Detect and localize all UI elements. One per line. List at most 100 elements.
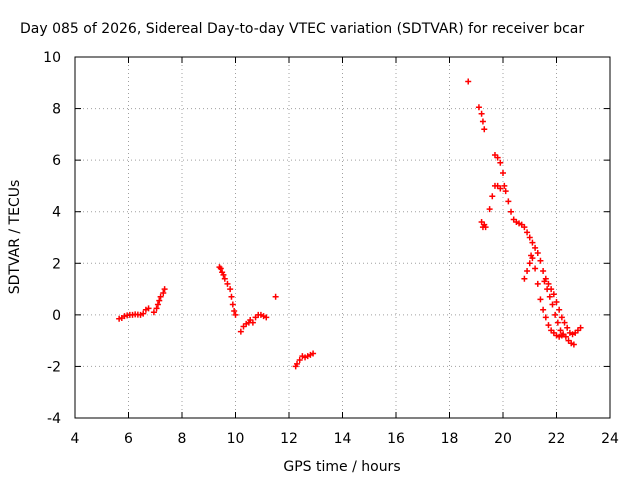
data-point xyxy=(465,78,472,85)
x-tick-label: 18 xyxy=(441,431,459,447)
x-tick-label: 6 xyxy=(124,431,133,447)
data-point xyxy=(545,280,552,287)
data-point xyxy=(548,286,555,293)
data-point xyxy=(160,289,167,296)
data-point xyxy=(154,301,161,308)
y-tick-label: 4 xyxy=(52,205,61,221)
data-point xyxy=(150,309,157,316)
data-point xyxy=(526,260,533,267)
data-point xyxy=(502,188,509,195)
data-point xyxy=(500,170,506,177)
data-point xyxy=(537,296,544,303)
grid-lines xyxy=(75,57,610,418)
data-point xyxy=(497,185,504,192)
data-point xyxy=(532,265,539,272)
data-point xyxy=(524,229,531,236)
data-point xyxy=(540,306,547,313)
data-point xyxy=(310,350,317,357)
y-tick-label: 2 xyxy=(52,256,61,272)
data-point xyxy=(529,239,536,246)
data-point xyxy=(157,293,164,300)
y-tick-label: 6 xyxy=(52,153,61,169)
data-point xyxy=(545,322,552,329)
data-point xyxy=(296,356,303,363)
data-point xyxy=(561,319,568,326)
chart-title: Day 085 of 2026, Sidereal Day-to-day VTE… xyxy=(20,21,584,37)
data-point xyxy=(524,268,531,275)
data-point xyxy=(494,154,501,161)
data-point xyxy=(505,198,512,205)
x-tick-labels: 4 6 8 10 12 14 16 18 20 22 24 xyxy=(71,431,619,447)
data-point xyxy=(553,298,560,305)
x-tick-label: 10 xyxy=(227,431,245,447)
data-point xyxy=(558,314,565,321)
data-point xyxy=(577,324,584,331)
y-tick-labels: -4 -2 0 2 4 6 8 10 xyxy=(43,50,61,427)
data-point xyxy=(228,293,235,300)
data-point xyxy=(221,275,228,282)
data-point xyxy=(497,159,504,166)
data-point xyxy=(249,319,256,326)
data-point xyxy=(546,293,553,300)
x-tick-label: 14 xyxy=(334,431,352,447)
x-tick-label: 16 xyxy=(387,431,405,447)
data-point xyxy=(526,234,533,241)
x-tick-label: 4 xyxy=(71,431,80,447)
data-point xyxy=(489,193,496,200)
data-point xyxy=(521,275,528,282)
data-point xyxy=(227,286,234,293)
data-point xyxy=(156,297,163,304)
data-point xyxy=(537,257,544,264)
data-point xyxy=(217,265,224,272)
data-point xyxy=(534,280,541,287)
data-point xyxy=(540,268,547,275)
data-point xyxy=(272,293,279,300)
data-point xyxy=(482,224,489,231)
data-point xyxy=(564,324,571,331)
data-point xyxy=(508,208,515,215)
data-point xyxy=(237,328,244,335)
data-points xyxy=(116,78,584,370)
data-point xyxy=(501,182,508,189)
data-point xyxy=(161,286,168,293)
data-point xyxy=(556,306,563,313)
y-tick-label: -2 xyxy=(47,359,61,375)
data-point xyxy=(140,310,147,317)
data-point xyxy=(145,305,152,312)
data-point xyxy=(475,104,482,111)
data-point xyxy=(216,264,223,271)
data-point xyxy=(542,314,549,321)
data-point xyxy=(479,118,486,125)
y-tick-label: 8 xyxy=(52,102,61,118)
data-point xyxy=(542,275,549,282)
y-tick-label: 10 xyxy=(43,50,61,66)
data-point xyxy=(486,206,493,213)
data-point xyxy=(521,224,528,231)
data-point xyxy=(294,360,301,367)
y-tick-label: -4 xyxy=(47,411,61,427)
data-point xyxy=(220,271,227,278)
data-point xyxy=(550,291,557,298)
data-point xyxy=(153,305,160,312)
data-point xyxy=(570,341,577,348)
data-point xyxy=(552,311,559,318)
x-tick-label: 8 xyxy=(178,431,187,447)
y-axis-label: SDTVAR / TECUs xyxy=(7,180,23,295)
data-point xyxy=(534,249,541,256)
data-point xyxy=(263,314,270,321)
x-tick-label: 22 xyxy=(548,431,566,447)
data-point xyxy=(549,301,556,308)
data-point xyxy=(562,333,569,340)
x-axis-label: GPS time / hours xyxy=(283,459,400,475)
data-point xyxy=(231,307,238,314)
data-point xyxy=(232,311,239,318)
data-point xyxy=(224,280,231,287)
data-point xyxy=(529,255,536,262)
y-tick-label: 0 xyxy=(52,308,61,324)
data-point xyxy=(481,126,488,133)
data-point xyxy=(229,301,236,308)
x-tick-label: 20 xyxy=(494,431,512,447)
data-point xyxy=(478,110,485,117)
data-point xyxy=(554,319,561,326)
